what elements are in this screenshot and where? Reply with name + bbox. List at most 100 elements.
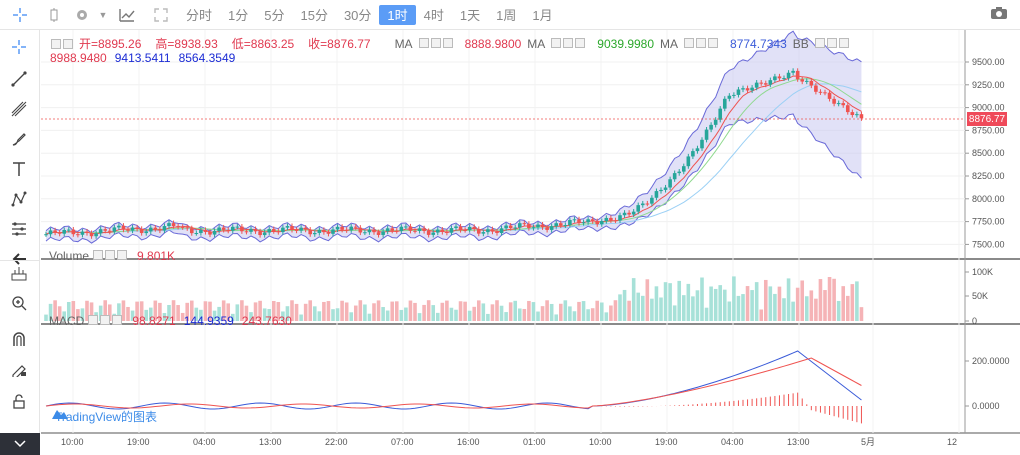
- volume-bar: [818, 279, 823, 321]
- volume-bar: [98, 305, 103, 321]
- dropdown-chevron-icon[interactable]: ▼: [98, 9, 108, 20]
- chart-canvas[interactable]: 9500.00 9250.00 9000.00 8750.00 8500.00 8250.…: [41, 30, 1020, 455]
- candle-body: [271, 229, 276, 232]
- volume-bar: [126, 306, 130, 321]
- legend-eye-icon[interactable]: [814, 37, 825, 48]
- indicators-icon[interactable]: [110, 0, 144, 30]
- candle-body: [445, 231, 449, 233]
- volume-bar: [522, 308, 527, 321]
- ma-label: MA: [527, 36, 546, 51]
- legend-close-icon[interactable]: [117, 250, 128, 260]
- magnet-icon[interactable]: [6, 326, 32, 352]
- candle-body: [855, 114, 859, 116]
- price-axis-label: 7500.00: [972, 239, 1005, 249]
- volume-bar: [654, 286, 659, 321]
- volume-bar: [686, 283, 691, 321]
- fib-tool-icon[interactable]: [6, 96, 32, 122]
- candle-body: [577, 219, 581, 223]
- candle-body: [836, 103, 841, 105]
- ruler-icon[interactable]: [6, 260, 32, 286]
- legend-close-icon[interactable]: [708, 37, 719, 48]
- lock-drawing-icon[interactable]: [6, 356, 32, 382]
- candle-body: [572, 219, 577, 221]
- volume-bar: [281, 311, 285, 321]
- timeframe-button[interactable]: 5分: [264, 8, 285, 23]
- timeframe-button[interactable]: 15分: [300, 8, 328, 23]
- volume-bar: [53, 300, 57, 321]
- volume-bar: [836, 300, 841, 321]
- zoom-in-icon[interactable]: [6, 290, 32, 316]
- volume-bar: [540, 306, 545, 321]
- tradingview-watermark[interactable]: TradingView的图表: [51, 408, 157, 425]
- volume-axis-label: 0: [972, 316, 977, 326]
- legend-eye-icon[interactable]: [418, 37, 429, 48]
- legend-settings-icon[interactable]: [696, 37, 707, 48]
- volume-bar: [718, 285, 723, 321]
- candle-body: [681, 166, 686, 172]
- brush-icon[interactable]: [6, 126, 32, 152]
- timeframe-button[interactable]: 1分: [228, 8, 249, 23]
- candle-body: [185, 227, 190, 229]
- volume-bar: [700, 277, 704, 321]
- candle-body: [71, 229, 76, 235]
- volume-bar: [167, 304, 171, 321]
- crosshair-icon[interactable]: [0, 0, 40, 30]
- crosshair-tool-icon[interactable]: [6, 34, 32, 60]
- close-value: 收=8876.77: [308, 37, 371, 51]
- timeframe-button[interactable]: 1天: [459, 8, 481, 23]
- legend-eye-icon[interactable]: [551, 37, 562, 48]
- legend-settings-icon[interactable]: [563, 37, 574, 48]
- volume-bar: [180, 312, 185, 321]
- volume-bar: [814, 298, 818, 321]
- volume-bar: [226, 303, 231, 321]
- unlock-icon[interactable]: [6, 388, 32, 414]
- volume-bar: [650, 298, 654, 321]
- timeframe-button[interactable]: 分时: [186, 8, 213, 23]
- text-tool-icon[interactable]: [6, 156, 32, 182]
- candle-style-icon[interactable]: [40, 0, 68, 30]
- candle-body: [322, 229, 326, 233]
- legend-settings-icon[interactable]: [63, 38, 73, 49]
- volume-bar: [158, 302, 162, 321]
- candle-body: [308, 229, 313, 235]
- legend-eye-icon[interactable]: [93, 250, 104, 260]
- volume-bar: [486, 313, 490, 321]
- candle-body: [754, 82, 759, 88]
- legend-close-icon[interactable]: [442, 37, 453, 48]
- legend-settings-icon[interactable]: [105, 250, 116, 260]
- legend-close-icon[interactable]: [112, 315, 123, 325]
- collapse-toolbar-button[interactable]: [0, 433, 40, 455]
- legend-eye-icon[interactable]: [684, 37, 695, 48]
- timeframe-button[interactable]: 1周: [496, 8, 517, 23]
- candle-body: [317, 229, 322, 233]
- back-arrow-icon[interactable]: [6, 246, 32, 272]
- legend-close-icon[interactable]: [575, 37, 586, 48]
- tradingview-logo-icon: [52, 410, 68, 419]
- timeframe-button[interactable]: 30分: [343, 8, 372, 23]
- candle-body: [709, 124, 713, 130]
- measure-tool-icon[interactable]: [6, 216, 32, 242]
- legend-settings-icon[interactable]: [100, 315, 111, 325]
- candle-body: [194, 233, 199, 235]
- candle-body: [467, 226, 472, 231]
- pattern-tool-icon[interactable]: [6, 186, 32, 212]
- legend-settings-icon[interactable]: [826, 37, 837, 48]
- macd-label: MACD: [49, 314, 85, 328]
- chart-area[interactable]: 9500.00 9250.00 9000.00 8750.00 8500.00 8250.…: [41, 30, 1020, 455]
- volume-bar: [335, 308, 340, 321]
- timeframe-button[interactable]: 4时: [423, 8, 444, 23]
- settings-gear-icon[interactable]: [68, 0, 96, 30]
- legend-close-icon[interactable]: [838, 37, 849, 48]
- candle-body: [112, 227, 117, 232]
- volume-bar: [194, 307, 199, 321]
- timeframe-button-active[interactable]: 1时: [379, 4, 416, 25]
- trend-line-icon[interactable]: [6, 66, 32, 92]
- legend-settings-icon[interactable]: [430, 37, 441, 48]
- camera-icon[interactable]: [990, 6, 1008, 23]
- candle-body: [235, 226, 240, 228]
- timeframe-button[interactable]: 1月: [532, 8, 553, 23]
- fullscreen-icon[interactable]: [144, 0, 178, 30]
- legend-eye-icon[interactable]: [88, 315, 99, 325]
- legend-eye-icon[interactable]: [51, 38, 61, 49]
- time-axis-label: 19:00: [655, 437, 678, 447]
